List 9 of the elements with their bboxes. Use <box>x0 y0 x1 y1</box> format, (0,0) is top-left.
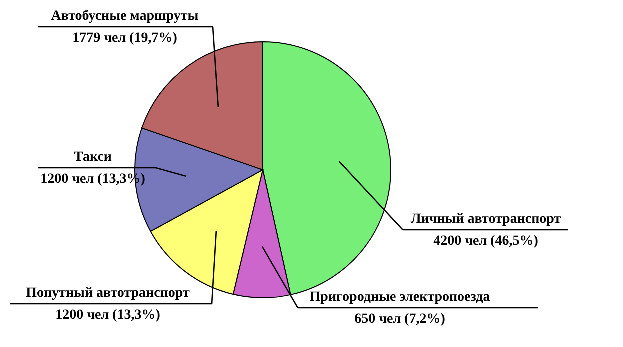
slice-label: Автобусные маршруты <box>51 9 199 24</box>
slice-label: Личный автотранспорт <box>410 212 562 228</box>
slice-label: Пригородные электропоезда <box>310 290 490 306</box>
data-label: 650 чел (7,2%) <box>354 312 446 328</box>
slice-label: Попутный автотранспорт <box>26 286 190 302</box>
slice-label: Такси <box>74 150 112 166</box>
data-label: 1779 чел (19,7%) <box>72 31 178 46</box>
data-label: 4200 чел (46,5%) <box>434 234 539 250</box>
data-label: 1200 чел (13,3%) <box>56 308 161 324</box>
